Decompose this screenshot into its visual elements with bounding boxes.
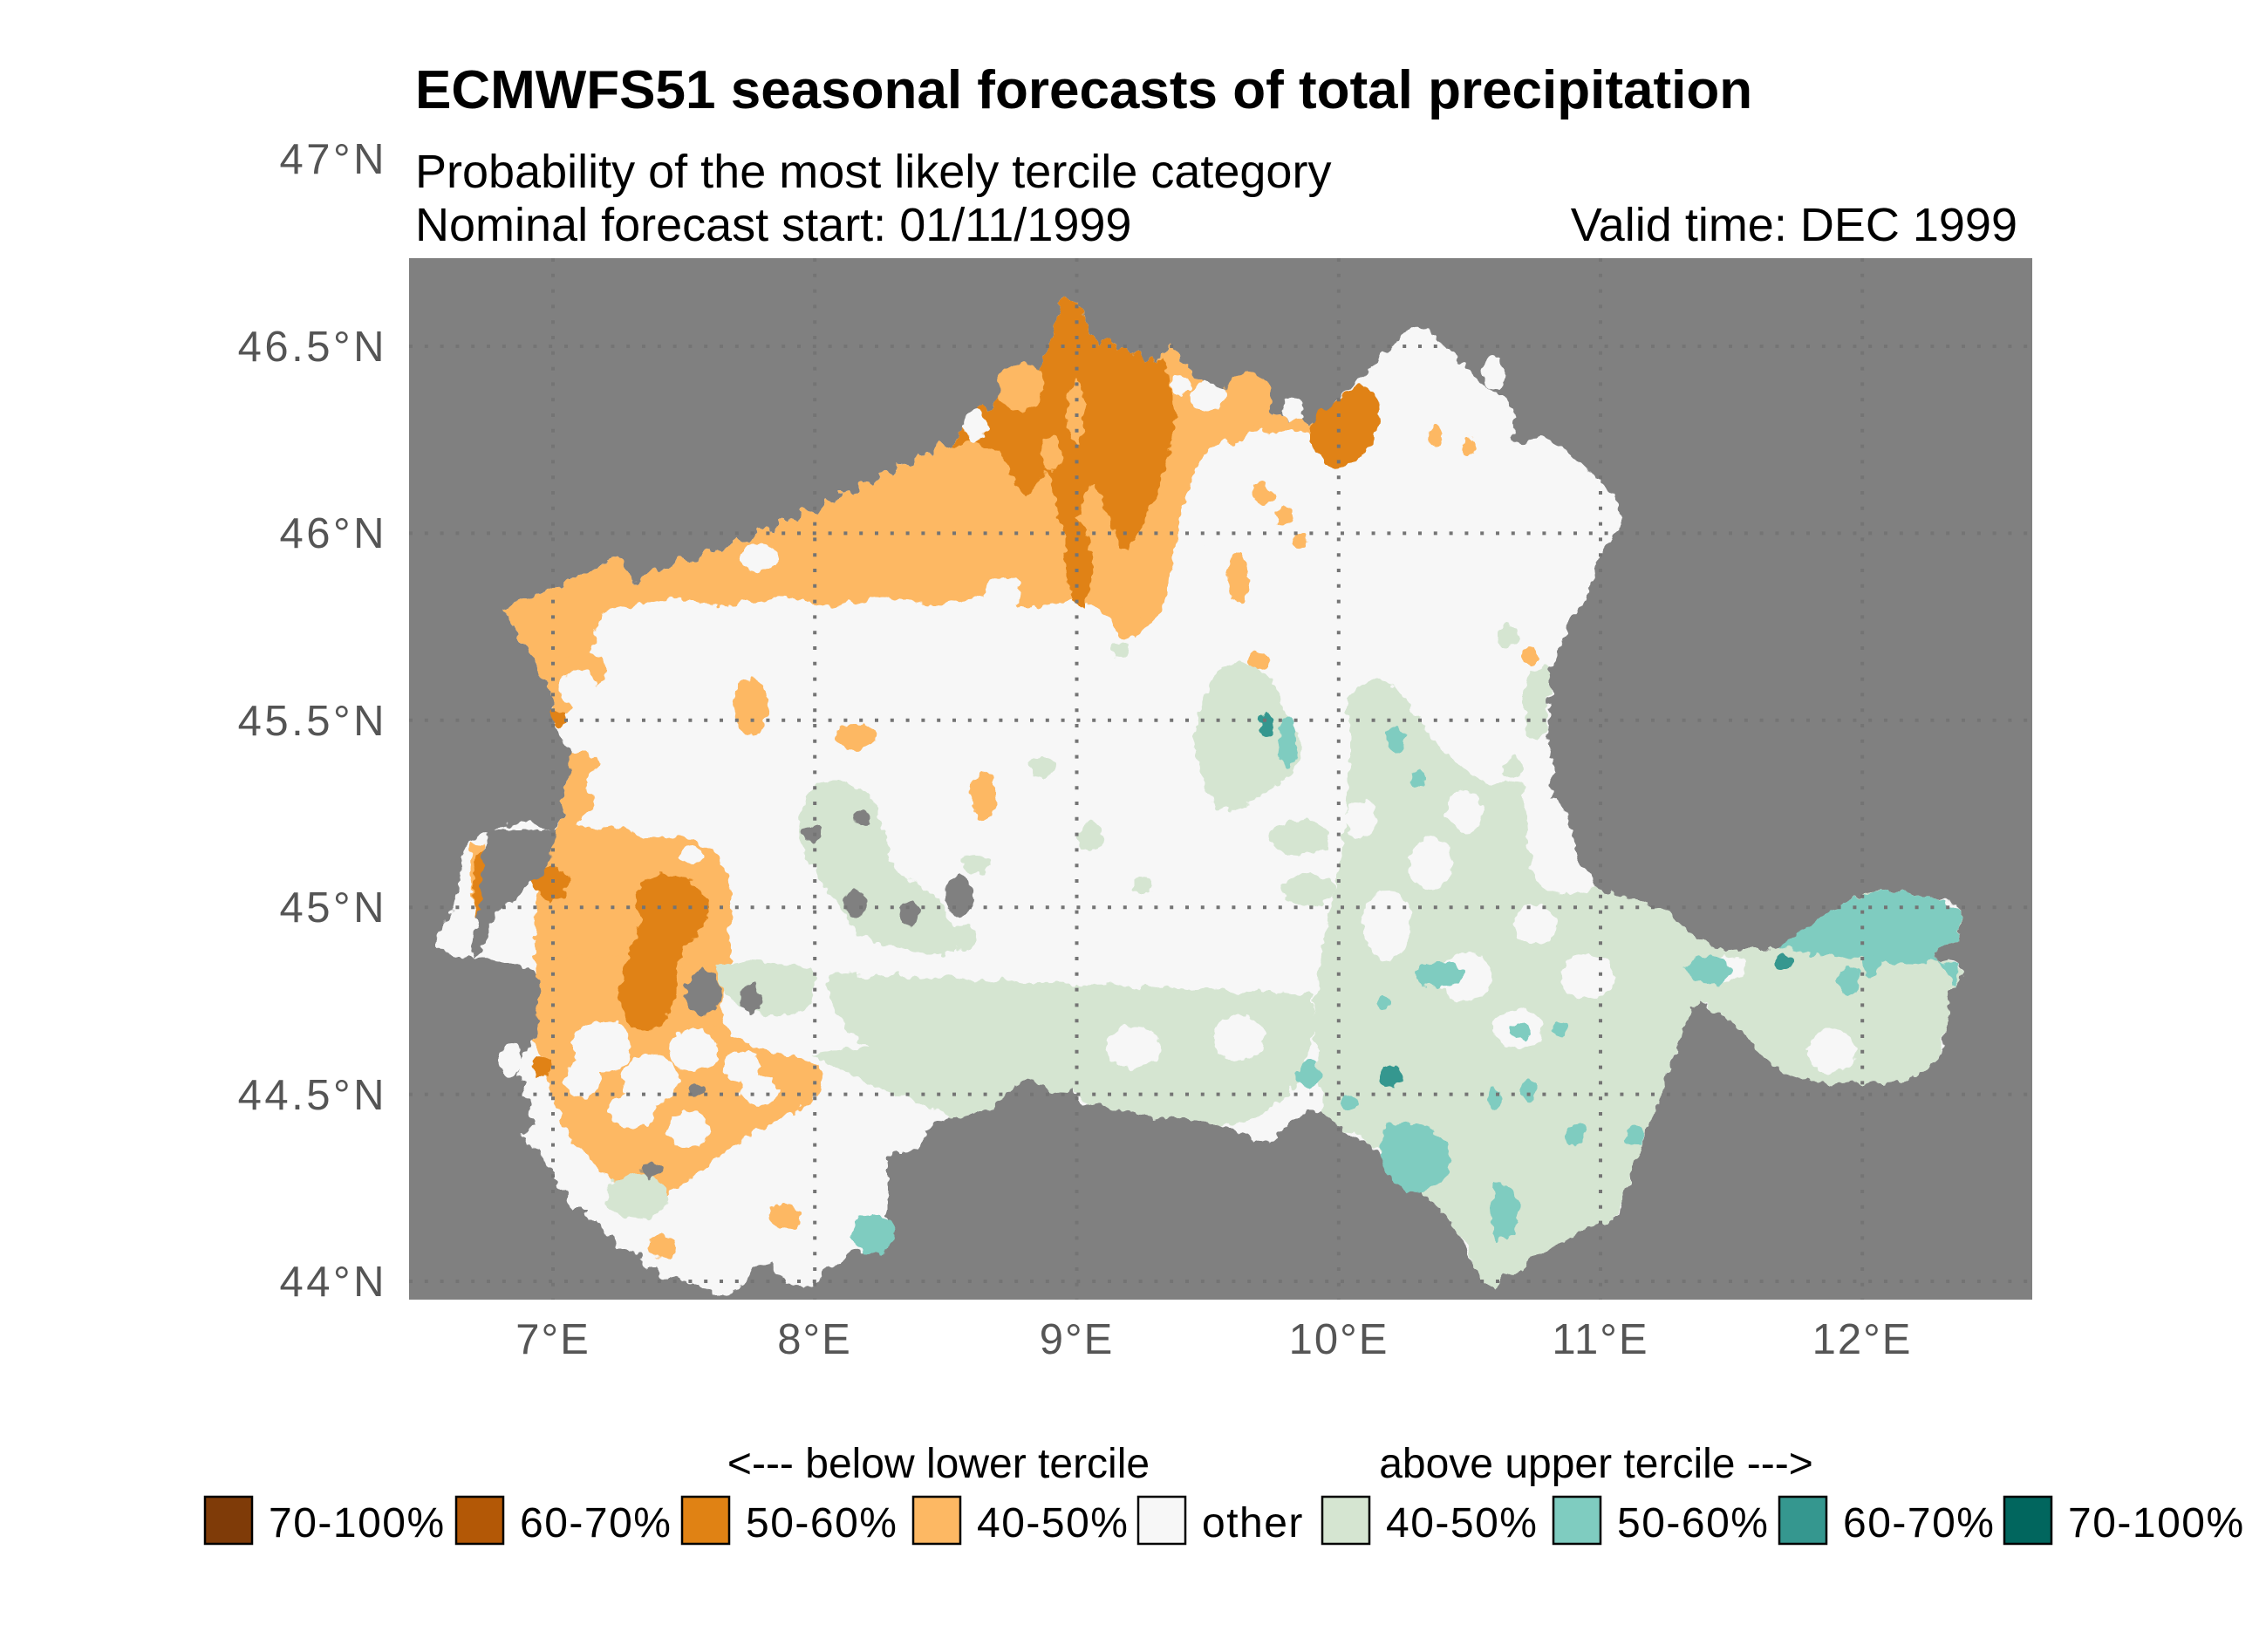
- svg-text:44°N: 44°N: [280, 1259, 387, 1306]
- svg-text:40-50%: 40-50%: [977, 1500, 1129, 1546]
- svg-text:9°E: 9°E: [1040, 1316, 1115, 1363]
- svg-text:60-70%: 60-70%: [1843, 1500, 1995, 1546]
- svg-text:46°N: 46°N: [280, 510, 387, 557]
- svg-text:other: other: [1202, 1500, 1304, 1546]
- svg-text:46.5°N: 46.5°N: [238, 324, 387, 371]
- svg-text:44.5°N: 44.5°N: [238, 1072, 387, 1119]
- svg-text:ECMWFS51 seasonal forecasts of: ECMWFS51 seasonal forecasts of total pre…: [415, 60, 1752, 120]
- svg-text:7°E: 7°E: [515, 1316, 590, 1363]
- svg-text:<--- below lower tercile: <--- below lower tercile: [727, 1441, 1150, 1487]
- svg-text:45°N: 45°N: [280, 884, 387, 932]
- svg-text:70-100%: 70-100%: [269, 1500, 446, 1546]
- svg-text:40-50%: 40-50%: [1386, 1500, 1538, 1546]
- svg-text:Valid time: DEC 1999: Valid time: DEC 1999: [1571, 199, 2017, 251]
- svg-text:Probability of the most likely: Probability of the most likely tercile c…: [415, 146, 1331, 198]
- svg-text:11°E: 11°E: [1552, 1316, 1648, 1363]
- svg-text:12°E: 12°E: [1812, 1316, 1913, 1363]
- svg-text:10°E: 10°E: [1289, 1316, 1389, 1363]
- svg-text:Nominal forecast start: 01/11/: Nominal forecast start: 01/11/1999: [415, 199, 1131, 251]
- svg-text:above upper tercile --->: above upper tercile --->: [1379, 1441, 1813, 1487]
- svg-text:70-100%: 70-100%: [2068, 1500, 2245, 1546]
- svg-text:47°N: 47°N: [280, 136, 387, 183]
- svg-text:60-70%: 60-70%: [520, 1500, 672, 1546]
- svg-text:8°E: 8°E: [777, 1316, 852, 1363]
- svg-text:50-60%: 50-60%: [1617, 1500, 1769, 1546]
- svg-text:50-60%: 50-60%: [746, 1500, 898, 1546]
- svg-text:45.5°N: 45.5°N: [238, 698, 387, 745]
